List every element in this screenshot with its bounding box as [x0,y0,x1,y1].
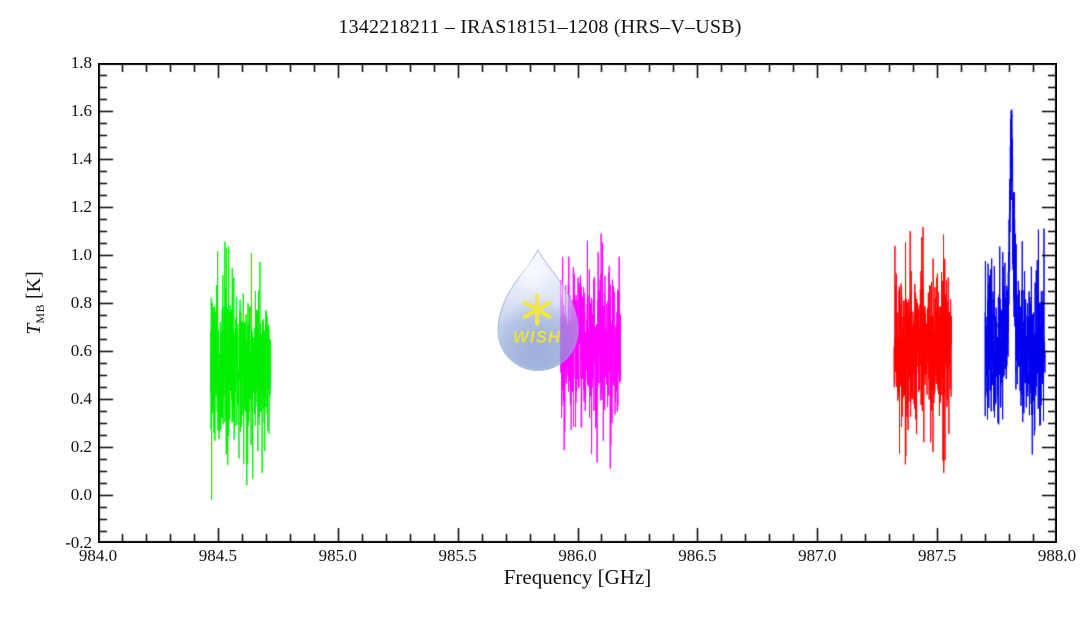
x-tick-label: 984.5 [198,546,237,565]
y-tick-label: 1.6 [70,101,92,120]
y-tick-label: 0.0 [70,485,92,504]
y-tick-label: 1.4 [70,149,92,168]
y-tick-label: -0.2 [65,533,92,552]
wish-watermark-text: WISH [513,329,561,347]
spectrum-plot-canvas [98,63,1057,543]
x-tick-label: 986.5 [678,546,717,565]
x-axis-label: Frequency [GHz] [503,565,652,589]
y-tick-label: 1.2 [70,197,92,216]
star-icon [522,293,552,326]
y-tick-label: 0.8 [70,293,92,312]
y-tick-label: 0.6 [70,341,92,360]
y-tick-label: 0.4 [70,389,92,408]
x-tick-label: 985.0 [318,546,357,565]
wish-watermark-logo: WISH [497,248,579,372]
y-tick-label: 1.0 [70,245,92,264]
x-tick-label: 984.0 [78,546,118,565]
x-tick-label: 987.5 [918,546,957,565]
plot-title: 1342218211 – IRAS18151–1208 (HRS–V–USB) [338,16,742,38]
x-tick-label: 986.0 [558,546,597,565]
x-tick-label: 985.5 [438,546,477,565]
y-axis-symbol: T [23,323,45,335]
x-tick-label: 987.0 [798,546,837,565]
x-tick-label: 988.0 [1037,546,1077,565]
y-tick-label: 1.8 [70,53,92,72]
y-tick-label: 0.2 [70,437,92,456]
